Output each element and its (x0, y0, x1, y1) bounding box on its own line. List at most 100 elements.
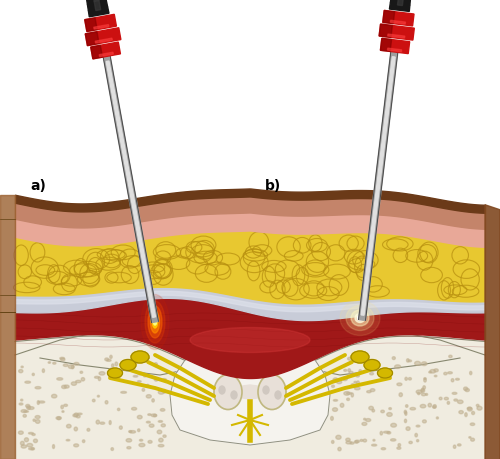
Polygon shape (380, 39, 410, 54)
Ellipse shape (162, 379, 166, 381)
Ellipse shape (349, 371, 353, 374)
Ellipse shape (342, 377, 347, 381)
Ellipse shape (150, 311, 160, 333)
Ellipse shape (399, 393, 402, 397)
Ellipse shape (258, 375, 286, 409)
Ellipse shape (21, 445, 26, 448)
Ellipse shape (138, 381, 141, 382)
Ellipse shape (27, 406, 30, 409)
Ellipse shape (336, 381, 342, 384)
Ellipse shape (452, 392, 457, 394)
Ellipse shape (392, 357, 396, 359)
Ellipse shape (60, 357, 64, 359)
Ellipse shape (20, 441, 24, 445)
Ellipse shape (148, 414, 151, 415)
Ellipse shape (19, 403, 23, 405)
Ellipse shape (406, 427, 410, 431)
Ellipse shape (338, 447, 341, 451)
Ellipse shape (354, 441, 358, 443)
Ellipse shape (424, 379, 426, 382)
Ellipse shape (454, 445, 456, 448)
Polygon shape (170, 350, 330, 445)
Ellipse shape (148, 441, 152, 443)
Polygon shape (379, 24, 392, 38)
Ellipse shape (158, 444, 164, 447)
Ellipse shape (146, 384, 149, 387)
Ellipse shape (362, 422, 367, 425)
Polygon shape (390, 0, 410, 5)
Ellipse shape (414, 361, 420, 365)
Ellipse shape (52, 445, 54, 448)
Ellipse shape (57, 417, 60, 420)
Ellipse shape (448, 372, 452, 374)
Ellipse shape (140, 439, 143, 441)
Ellipse shape (158, 438, 163, 442)
Ellipse shape (381, 410, 384, 413)
Ellipse shape (422, 393, 426, 396)
Ellipse shape (28, 448, 34, 450)
Ellipse shape (32, 434, 35, 436)
Ellipse shape (350, 442, 354, 444)
Ellipse shape (359, 369, 362, 373)
Ellipse shape (387, 413, 392, 416)
Ellipse shape (141, 295, 169, 349)
Ellipse shape (112, 364, 114, 367)
Ellipse shape (421, 389, 424, 392)
Ellipse shape (356, 381, 360, 385)
Ellipse shape (31, 448, 34, 450)
Ellipse shape (364, 359, 380, 370)
Ellipse shape (24, 438, 28, 442)
Ellipse shape (366, 419, 370, 421)
Ellipse shape (76, 381, 81, 383)
Ellipse shape (130, 431, 136, 433)
Ellipse shape (108, 368, 122, 378)
Ellipse shape (23, 414, 26, 417)
Ellipse shape (275, 391, 281, 399)
Polygon shape (103, 56, 158, 323)
Ellipse shape (355, 440, 360, 442)
Ellipse shape (161, 424, 166, 427)
Ellipse shape (465, 388, 469, 392)
Ellipse shape (360, 357, 362, 360)
Ellipse shape (134, 375, 138, 377)
Ellipse shape (76, 415, 80, 418)
Ellipse shape (454, 399, 458, 401)
Ellipse shape (160, 409, 165, 411)
Ellipse shape (21, 409, 27, 413)
Ellipse shape (72, 365, 74, 369)
Ellipse shape (408, 360, 412, 362)
Polygon shape (96, 38, 112, 43)
Ellipse shape (332, 441, 334, 443)
Ellipse shape (25, 381, 30, 383)
Ellipse shape (158, 391, 164, 394)
Polygon shape (390, 20, 406, 24)
Ellipse shape (464, 387, 468, 391)
Ellipse shape (66, 439, 70, 441)
Ellipse shape (372, 444, 376, 446)
Ellipse shape (149, 424, 154, 427)
Polygon shape (94, 0, 100, 11)
Ellipse shape (152, 399, 154, 402)
Ellipse shape (369, 406, 374, 410)
Text: b): b) (265, 179, 281, 193)
Ellipse shape (433, 405, 436, 408)
Polygon shape (90, 45, 102, 59)
Ellipse shape (346, 392, 352, 394)
Ellipse shape (98, 377, 100, 381)
Ellipse shape (344, 392, 350, 395)
Ellipse shape (364, 418, 366, 420)
Ellipse shape (263, 386, 269, 394)
Ellipse shape (116, 376, 120, 378)
Ellipse shape (64, 404, 68, 406)
Ellipse shape (434, 369, 438, 372)
Ellipse shape (351, 393, 354, 397)
Ellipse shape (404, 419, 406, 423)
Ellipse shape (154, 319, 156, 325)
Ellipse shape (34, 439, 38, 442)
Ellipse shape (35, 415, 40, 419)
Polygon shape (379, 24, 414, 40)
Ellipse shape (389, 408, 392, 409)
Polygon shape (88, 7, 109, 17)
Ellipse shape (476, 404, 479, 407)
Ellipse shape (36, 420, 40, 423)
